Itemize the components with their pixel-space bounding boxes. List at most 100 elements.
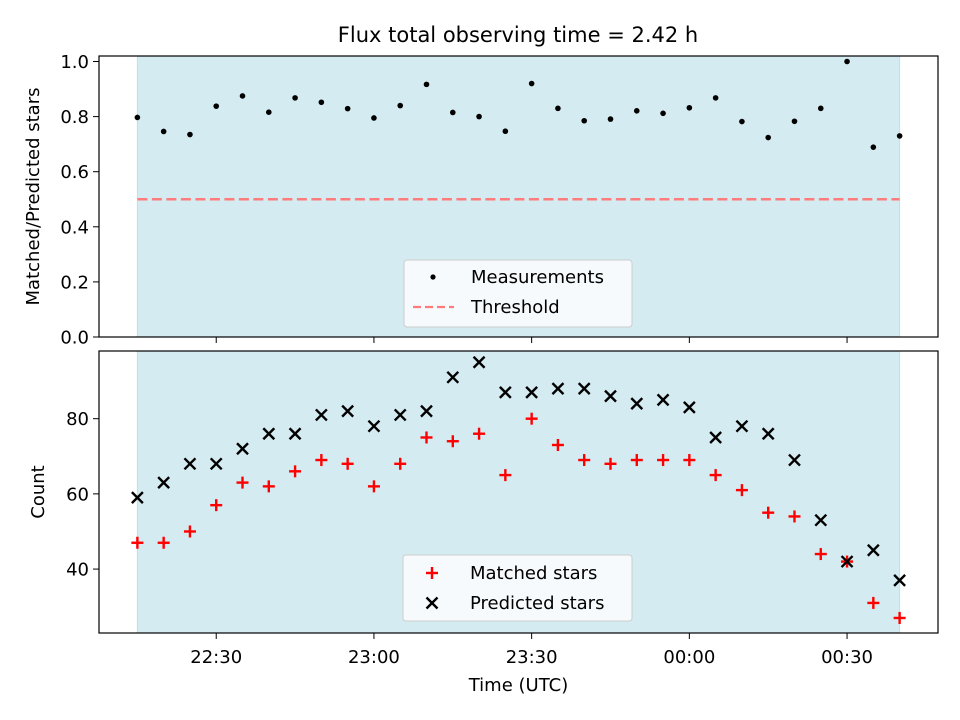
predicted-star-point [788,453,801,467]
predicted-star-point [420,404,433,418]
predicted-star-point [630,397,644,410]
matched-star-point [394,457,407,470]
legend-label-predicted-stars: Predicted stars [470,593,604,614]
predicted-star-point [604,389,617,403]
measurement-point [160,128,167,135]
y-tick-label: 0.0 [60,328,89,349]
measurement-points [134,58,903,150]
matched-star-point [236,476,249,489]
count-y-ticks: 40 60 80 [66,409,99,581]
y-tick-label: 1.0 [60,52,89,73]
matched-star-point [341,457,354,470]
matched-star-point [420,431,433,444]
measurement-point [449,109,456,116]
matched-star-point [578,454,591,467]
measurement-point [318,99,325,106]
measurement-point [896,133,903,139]
measurement-point [423,81,430,88]
count-legend-box [402,554,633,622]
measurement-point [817,105,824,112]
count-legend: Matched stars Predicted stars [402,554,633,622]
ratio-legend: Measurements Threshold [403,259,633,328]
legend-marker-matched-stars [426,567,438,579]
measurement-point [239,93,246,99]
measurement-point [765,134,772,141]
measurement-point [502,128,509,135]
matched-star-point [131,536,144,549]
matched-star-point [788,510,801,523]
count-panel: 40 60 80 22:30 23:00 23:30 00:00 00:30 Count T… [28,350,939,696]
measurement-point [134,114,141,121]
predicted-star-point [236,442,249,456]
predicted-star-point [709,431,722,444]
measurement-point [660,110,666,117]
y-tick-label: 80 [66,409,89,430]
matched-star-point [604,457,617,470]
ratio-axes-frame [98,55,939,338]
measurement-point [581,117,588,124]
predicted-star-point [393,408,407,422]
predicted-star-point [315,408,328,422]
measurement-point [213,103,220,109]
predicted-star-point [262,427,276,441]
y-tick-label: 60 [66,484,89,505]
matched-star-point [551,439,564,451]
predicted-star-point [814,513,828,527]
measurement-point [870,144,877,150]
predicted-star-point [341,404,354,418]
matched-star-point [683,454,696,467]
count-axes-frame [98,350,939,634]
matched-star-point [867,596,880,609]
ratio-x-ticks [215,337,848,343]
matched-star-point [709,469,722,482]
matched-star-point [499,469,512,482]
matched-star-point [735,484,748,497]
legend-label-threshold: Threshold [470,297,560,318]
matched-star-point [657,454,670,467]
measurement-point [791,118,798,125]
x-tick-label: 23:30 [506,647,558,668]
measurement-point [187,131,193,138]
matched-star-point [525,412,538,425]
measurement-point [476,113,482,120]
matched-star-point [762,506,775,519]
predicted-star-point [131,491,144,504]
measurement-point [633,108,640,114]
x-tick-label: 00:30 [821,647,873,668]
measurement-point [397,102,404,109]
y-tick-label: 0.8 [60,107,89,128]
legend-label-measurements: Measurements [471,267,604,288]
measurement-point [607,116,614,122]
predicted-star-point [472,355,486,369]
matched-star-point [367,480,380,493]
y-tick-label: 0.6 [60,162,89,183]
predicted-star-point [735,419,749,433]
matched-star-point [315,454,328,467]
measurement-point [265,109,272,115]
predicted-star-point [157,476,171,489]
ratio-panel: 0.0 0.2 0.4 0.6 0.8 1.0 Matched/Predicted sta… [23,52,939,349]
measurement-point [344,105,351,112]
legend-label-matched-stars: Matched stars [470,563,597,584]
y-tick-label: 0.2 [60,272,89,293]
x-tick-label: 22:30 [190,647,242,668]
predicted-star-point [761,427,775,441]
x-tick-label: 23:00 [348,647,400,668]
predicted-star-point [577,382,591,395]
measurement-point [844,58,850,65]
predicted-star-point [840,555,854,568]
measurement-point [555,105,561,112]
matched-star-point [630,454,643,467]
count-x-ticks: 22:30 23:00 23:30 00:00 00:30 [190,633,873,668]
matched-star-point [446,435,459,448]
predicted-star-point [551,382,565,395]
measurement-point [292,95,298,101]
measurement-point [528,80,535,87]
ratio-y-axis-label: Matched/Predicted stars [23,88,44,306]
matched-star-point [262,480,275,493]
ratio-legend-box [403,259,633,328]
x-tick-label: 00:00 [663,647,715,668]
legend-marker-measurements [430,274,436,280]
count-points [131,355,906,624]
